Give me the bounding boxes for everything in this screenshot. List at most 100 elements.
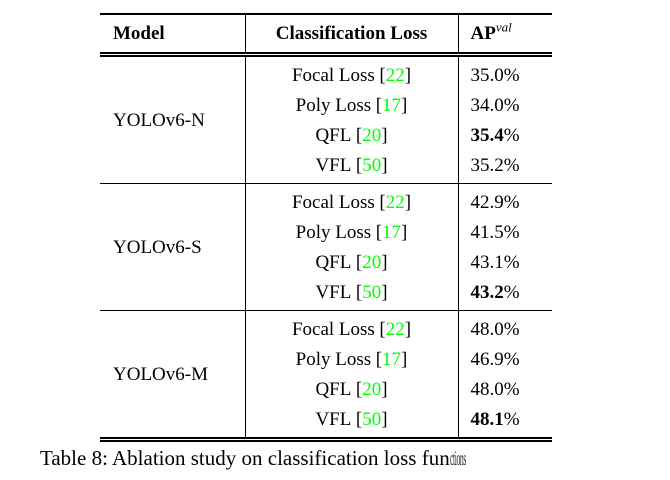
ap-value: 43.2: [470, 281, 504, 303]
table-row: QFL [20] 35.4%: [100, 120, 552, 150]
citation-bracket-close: ]: [381, 154, 388, 176]
ap-cell: 48.0%: [458, 311, 552, 345]
percent-sign: %: [503, 408, 520, 430]
table-group-yolov6-m: YOLOv6-M Focal Loss [22] 48.0% Poly Loss[…: [100, 310, 552, 440]
model-cell: YOLOv6-S: [113, 236, 202, 258]
loss-label: QFL: [315, 251, 352, 273]
loss-label: VFL: [315, 154, 352, 176]
table-row: Poly Loss [17] 34.0%: [100, 90, 552, 120]
loss-label: VFL: [315, 408, 352, 430]
citation-bracket-close: ]: [401, 348, 408, 370]
ap-value: 43.1: [470, 251, 504, 273]
table-caption: Table 8: Ablation study on classificatio…: [40, 446, 494, 471]
citation-bracket-open: [: [375, 94, 383, 116]
percent-sign: %: [503, 378, 520, 400]
ap-cell: 46.9%: [458, 344, 552, 374]
caption-truncated-text: ctions: [449, 446, 466, 470]
citation-link[interactable]: 17: [382, 94, 402, 116]
ap-value: 35.4: [470, 124, 504, 146]
citation-bracket-close: ]: [381, 408, 388, 430]
ap-cell-best: 35.4%: [458, 120, 552, 150]
citation-bracket-close: ]: [404, 191, 412, 213]
citation-bracket-close: ]: [401, 94, 408, 116]
table-row: Poly Loss [17] 41.5%: [100, 217, 552, 247]
model-cell: YOLOv6-M: [113, 363, 208, 385]
header-ap-superscript: val: [495, 19, 512, 35]
citation-bracket-close: ]: [401, 221, 408, 243]
citation-link[interactable]: 20: [362, 251, 382, 273]
header-classification-loss: Classification Loss: [244, 14, 459, 57]
table-row: VFL [50] 48.1%: [100, 404, 552, 440]
loss-cell: QFL [20]: [244, 120, 459, 150]
percent-sign: %: [503, 281, 520, 303]
caption-text: Table 8: Ablation study on classificatio…: [40, 446, 450, 470]
citation-link[interactable]: 22: [385, 64, 405, 86]
table-row: YOLOv6-N Focal Loss [22] 35.0%: [100, 54, 552, 130]
citation-link[interactable]: 50: [362, 281, 382, 303]
table-row: YOLOv6-S Focal Loss [22] 42.9%: [100, 183, 552, 257]
ap-value: 48.1: [470, 408, 504, 430]
loss-cell: Focal Loss [22]: [244, 54, 459, 90]
loss-label: Focal Loss: [291, 191, 375, 213]
loss-cell: QFL [20]: [244, 247, 459, 277]
ap-value: 46.9: [470, 348, 504, 370]
loss-cell: Focal Loss [22]: [244, 183, 459, 217]
citation-bracket-open: [: [355, 378, 363, 400]
citation-link[interactable]: 17: [382, 348, 402, 370]
citation-link[interactable]: 50: [362, 408, 382, 430]
ap-cell: 42.9%: [458, 184, 552, 218]
citation-link[interactable]: 50: [362, 154, 382, 176]
model-cell: YOLOv6-N: [113, 109, 205, 131]
ap-value: 48.0: [470, 378, 504, 400]
citation-bracket-open: [: [379, 64, 386, 86]
percent-sign: %: [503, 124, 520, 146]
ap-cell-best: 43.2%: [458, 277, 552, 311]
loss-cell: VFL [50]: [244, 404, 459, 440]
loss-label: Focal Loss: [291, 318, 375, 340]
citation-bracket-open: [: [355, 124, 363, 146]
citation-bracket-close: ]: [381, 251, 388, 273]
ap-value: 48.0: [470, 318, 504, 340]
ap-value: 41.5: [470, 221, 504, 243]
loss-label: Poly Loss: [295, 348, 372, 370]
percent-sign: %: [503, 64, 520, 86]
header-model: Model: [100, 14, 245, 57]
loss-cell: Focal Loss [22]: [244, 310, 459, 344]
percent-sign: %: [503, 154, 520, 176]
ap-value: 34.0: [470, 94, 504, 116]
percent-sign: %: [503, 94, 520, 116]
citation-link[interactable]: 22: [385, 318, 405, 340]
citation-bracket-open: [: [355, 251, 363, 273]
loss-cell: Poly Loss [17]: [244, 344, 459, 374]
citation-bracket-close: ]: [404, 318, 412, 340]
percent-sign: %: [503, 348, 520, 370]
citation-bracket-close: ]: [381, 124, 388, 146]
ap-value: 42.9: [470, 191, 504, 213]
citation-link[interactable]: 17: [382, 221, 402, 243]
ap-cell: 34.0%: [458, 90, 552, 120]
table-group-yolov6-s: YOLOv6-S Focal Loss [22] 42.9% Poly Loss[…: [100, 183, 552, 311]
ap-cell: 48.0%: [458, 374, 552, 404]
ap-cell: 35.0%: [458, 55, 552, 91]
ap-cell: 41.5%: [458, 217, 552, 247]
citation-bracket-close: ]: [381, 281, 388, 303]
loss-cell: QFL [20]: [244, 374, 459, 404]
citation-link[interactable]: 20: [362, 378, 382, 400]
ap-cell: 43.1%: [458, 247, 552, 277]
loss-label: QFL: [315, 124, 352, 146]
citation-bracket-close: ]: [404, 64, 412, 86]
percent-sign: %: [503, 191, 520, 213]
citation-bracket-open: [: [375, 221, 383, 243]
loss-label: VFL: [315, 281, 352, 303]
table-header: Model Classification Loss APval: [100, 14, 552, 57]
loss-label: QFL: [315, 378, 352, 400]
loss-label: Poly Loss: [295, 94, 372, 116]
citation-link[interactable]: 22: [385, 191, 405, 213]
percent-sign: %: [503, 251, 520, 273]
table-row: QFL [20] 43.1%: [100, 247, 552, 277]
citation-link[interactable]: 20: [362, 124, 382, 146]
header-ap: APval: [458, 14, 552, 57]
citation-bracket-open: [: [379, 318, 386, 340]
percent-sign: %: [503, 221, 520, 243]
